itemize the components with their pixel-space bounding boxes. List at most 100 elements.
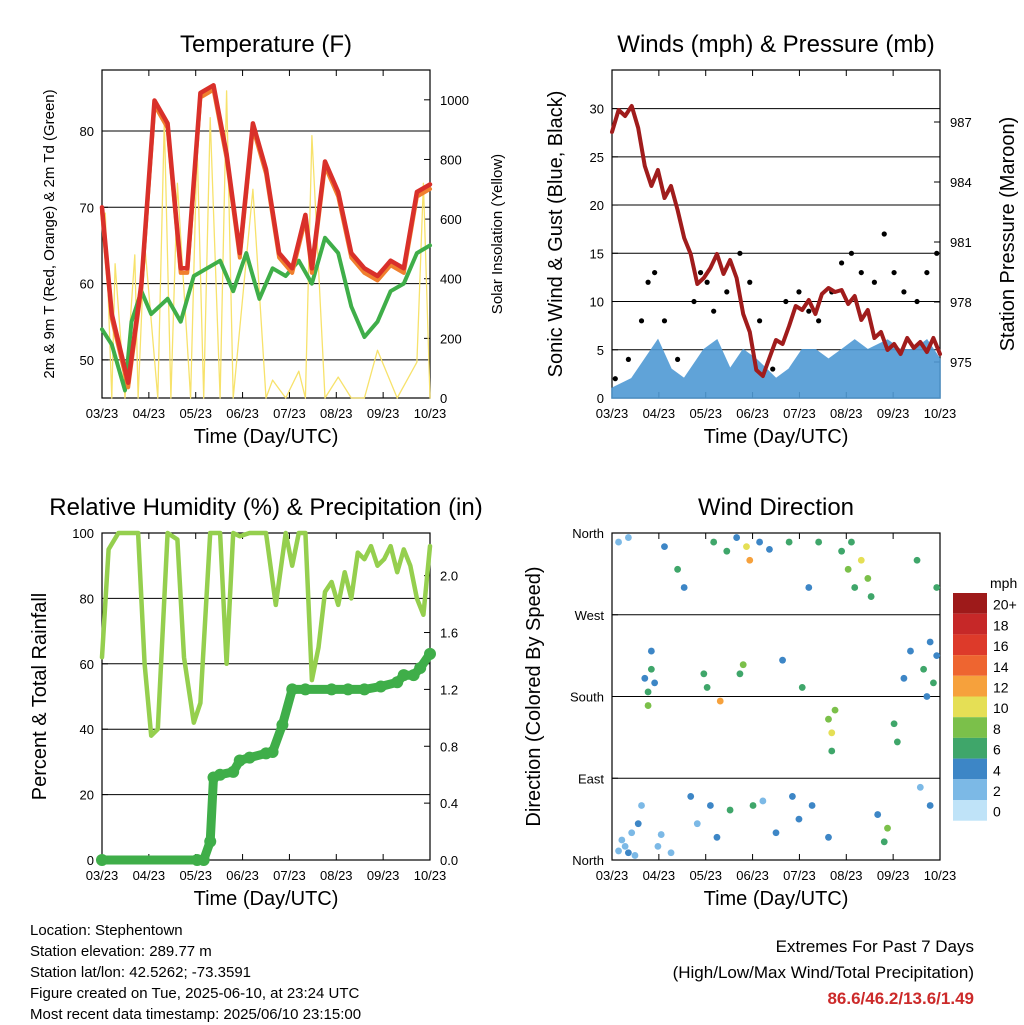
x-tick-label: 04/23 bbox=[643, 406, 676, 421]
legend-swatch bbox=[953, 613, 987, 635]
gust-point bbox=[796, 289, 802, 295]
y2-tick-label: 400 bbox=[440, 272, 462, 287]
wind-direction-point bbox=[831, 706, 839, 714]
y-tick-label: 100 bbox=[72, 526, 94, 541]
gust-point bbox=[901, 289, 907, 295]
recent-timestamp: Most recent data timestamp: 2025/06/10 2… bbox=[30, 1006, 362, 1023]
gust-point bbox=[612, 376, 618, 382]
wind-direction-point bbox=[726, 806, 734, 814]
y2-tick-label: 975 bbox=[950, 355, 972, 370]
wind-direction-point bbox=[857, 556, 865, 564]
rainfall-point bbox=[96, 854, 108, 866]
wind-direction-point bbox=[680, 584, 688, 591]
legend-label: 10 bbox=[993, 700, 1009, 716]
rainfall-point bbox=[276, 718, 289, 731]
wind-direction-point bbox=[625, 534, 632, 541]
gust-point bbox=[914, 298, 920, 305]
rainfall-point bbox=[358, 683, 371, 696]
x-tick-label: 09/23 bbox=[367, 406, 400, 421]
wind-direction-point bbox=[789, 793, 796, 800]
gust-point bbox=[645, 279, 651, 285]
extremes-values: 86.6/46.2/13.6/1.49 bbox=[827, 989, 974, 1008]
y-tick-label: 0 bbox=[87, 853, 94, 868]
wind-direction-point bbox=[707, 802, 714, 809]
x-tick-label: 07/23 bbox=[783, 406, 816, 421]
y-tick-label: South bbox=[570, 690, 604, 705]
y-tick-label: 20 bbox=[80, 788, 94, 803]
x-tick-label: 10/23 bbox=[924, 868, 957, 883]
gust-point bbox=[747, 279, 753, 285]
wind-direction-point bbox=[900, 674, 908, 682]
gust-point bbox=[858, 269, 864, 276]
legend-swatch bbox=[953, 655, 987, 676]
wind-direction-point bbox=[647, 647, 655, 655]
station-info: Location: Stephentown Station elevation:… bbox=[30, 920, 361, 1025]
legend-label: 20+ bbox=[993, 597, 1017, 613]
legend-label: 0 bbox=[993, 804, 1001, 820]
gust-point bbox=[704, 279, 710, 285]
extremes-box: Extremes For Past 7 Days (High/Low/Max W… bbox=[673, 934, 974, 1012]
y-tick-label: North bbox=[572, 526, 604, 541]
wind-direction-point bbox=[703, 684, 711, 691]
y-tick-label: 10 bbox=[590, 295, 604, 310]
wind-direction-point bbox=[756, 538, 763, 546]
x-tick-label: 09/23 bbox=[877, 868, 910, 883]
wind-direction-point bbox=[785, 538, 793, 546]
speed-legend: mph 20+ 18 16 14 12 10 8 6 4 2 0 bbox=[953, 575, 1017, 821]
figure-created: Figure created on Tue, 2025-06-10, at 23… bbox=[30, 985, 360, 1002]
rainfall-point bbox=[243, 751, 256, 764]
legend-swatch bbox=[953, 758, 987, 780]
rainfall-point bbox=[286, 683, 299, 696]
x-tick-label: 06/23 bbox=[226, 868, 259, 883]
panel-winds: Winds (mph) & Pressure (mb) 03/23 04/23 05/… bbox=[545, 31, 1019, 448]
wind-direction-point bbox=[867, 593, 875, 600]
wind-direction-point bbox=[930, 679, 937, 687]
wind-direction-point bbox=[647, 665, 655, 673]
y2-tick-label: 978 bbox=[950, 295, 972, 310]
y2-tick-label: 981 bbox=[950, 235, 972, 250]
y-tick-label: 30 bbox=[590, 102, 604, 117]
wind-direction-point bbox=[621, 842, 629, 850]
x-tick-label: 10/23 bbox=[924, 406, 957, 421]
rainfall-point bbox=[397, 669, 410, 682]
chart-title: Temperature (F) bbox=[180, 31, 352, 58]
y-axis-label: 2m & 9m T (Red, Orange) & 2m Td (Green) bbox=[41, 89, 58, 378]
wind-direction-point bbox=[674, 565, 681, 573]
wind-direction-point bbox=[723, 547, 731, 555]
y-tick-label: 80 bbox=[80, 124, 94, 139]
x-tick-label: 08/23 bbox=[320, 406, 353, 421]
wind-direction-point bbox=[874, 811, 882, 818]
x-tick-label: 10/23 bbox=[414, 406, 447, 421]
legend-swatch bbox=[953, 717, 987, 738]
legend-swatch bbox=[953, 737, 987, 759]
wind-direction-point bbox=[808, 802, 816, 809]
wind-direction-point bbox=[848, 538, 855, 546]
wind-direction-point bbox=[615, 538, 622, 546]
y-tick-label: 0 bbox=[597, 391, 604, 406]
wind-direction-point bbox=[693, 820, 701, 828]
rainfall-point bbox=[374, 680, 387, 693]
y-tick-label: 5 bbox=[597, 343, 604, 358]
wind-direction-point bbox=[916, 783, 924, 791]
legend-title: mph bbox=[990, 575, 1017, 591]
gust-point bbox=[691, 298, 697, 305]
wind-direction-point bbox=[926, 638, 934, 646]
gust-point bbox=[806, 308, 812, 314]
legend-swatch bbox=[953, 593, 987, 614]
legend-label: 16 bbox=[993, 638, 1009, 654]
y2-tick-label: 200 bbox=[440, 331, 462, 346]
y-tick-label: East bbox=[578, 771, 604, 786]
y2-tick-label: 0.0 bbox=[440, 853, 458, 868]
x-tick-label: 07/23 bbox=[783, 868, 816, 883]
chart-title: Relative Humidity (%) & Precipitation (i… bbox=[49, 494, 482, 521]
plot-frame bbox=[101, 532, 431, 861]
x-tick-label: 06/23 bbox=[736, 406, 769, 421]
legend-label: 8 bbox=[993, 721, 1001, 737]
gust-point bbox=[711, 308, 717, 314]
x-tick-label: 06/23 bbox=[736, 868, 769, 883]
wind-direction-point bbox=[749, 802, 757, 809]
rainfall-point bbox=[204, 835, 217, 848]
rainfall-point bbox=[414, 662, 427, 675]
gust-point bbox=[638, 318, 645, 324]
wind-direction-point bbox=[828, 729, 836, 737]
